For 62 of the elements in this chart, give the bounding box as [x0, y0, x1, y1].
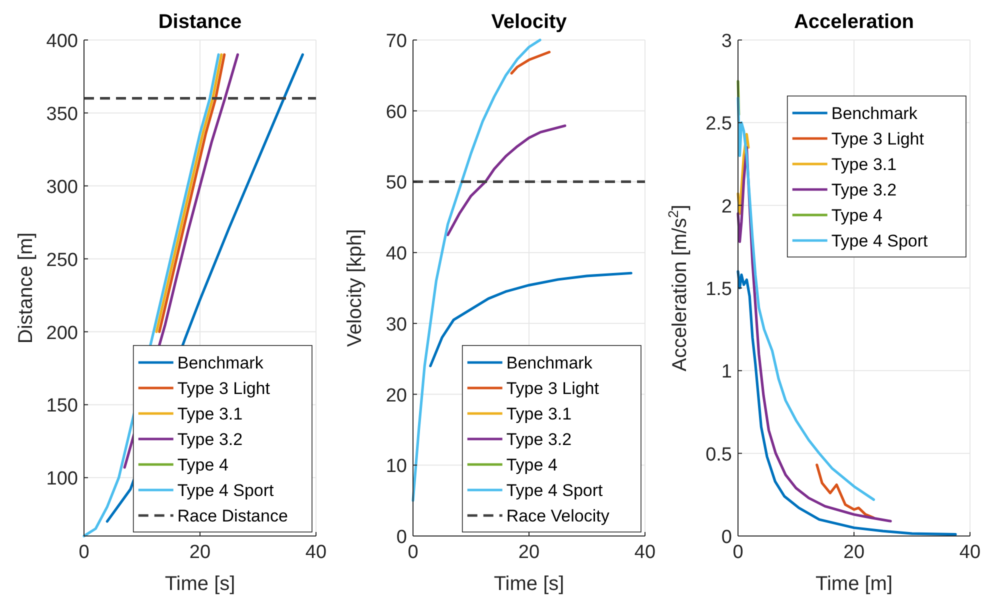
- x-tick-label: 20: [843, 542, 865, 563]
- x-tick-label: 40: [305, 542, 327, 563]
- line-series: [736, 132, 750, 215]
- legend-label: Type 4: [177, 456, 228, 474]
- legend-label: Type 4 Sport: [506, 481, 604, 500]
- legend-label: Type 4: [506, 456, 558, 474]
- legend-label: Type 4: [831, 206, 882, 225]
- y-tick-label: 10: [386, 456, 407, 478]
- x-tick-label: 20: [189, 542, 211, 563]
- y-tick-label: 0: [721, 527, 732, 548]
- y-tick-label: 150: [46, 396, 78, 417]
- chart-title: Acceleration: [794, 11, 914, 33]
- y-tick-label: 300: [46, 176, 78, 198]
- line-series: [429, 272, 632, 368]
- y-axis-title: Velocity [kph]: [344, 229, 366, 347]
- legend-label: Type 3.1: [177, 404, 243, 424]
- x-tick-label: 40: [634, 542, 656, 563]
- legend-label: Type 3.2: [506, 430, 572, 449]
- x-axis-title: Time [s]: [494, 573, 564, 595]
- y-tick-label: 60: [386, 102, 407, 123]
- legend-label: Type 4 Sport: [177, 481, 274, 500]
- y-tick-label: 0.5: [706, 444, 732, 466]
- y-tick-label: 1: [721, 362, 732, 383]
- y-tick-label: 40: [386, 244, 407, 265]
- y-tick-label: 400: [46, 31, 78, 52]
- y-tick-label: 100: [46, 468, 78, 490]
- y-axis-title: Distance [m]: [15, 232, 37, 344]
- line-series: [816, 464, 876, 520]
- legend-label: Type 3 Light: [177, 379, 270, 398]
- x-axis-title: Time [s]: [164, 573, 236, 595]
- legend-label: Type 3.1: [831, 155, 897, 174]
- legend-label: Benchmark: [831, 104, 918, 123]
- line-series: [510, 50, 551, 75]
- y-tick-label: 250: [46, 250, 78, 271]
- y-tick-label: 200: [46, 322, 78, 344]
- y-tick-label: 350: [46, 104, 78, 125]
- legend-label: Type 3.2: [831, 180, 897, 200]
- chart-title: Distance: [158, 11, 242, 33]
- x-tick-label: 20: [518, 542, 540, 563]
- y-tick-label: 2: [721, 196, 732, 218]
- legend-label: Benchmark: [506, 354, 593, 372]
- chart-title: Velocity: [491, 11, 568, 33]
- line-series: [446, 124, 566, 236]
- y-tick-label: 20: [386, 385, 407, 406]
- legend-label: Type 3.2: [177, 430, 243, 449]
- legend-label: Type 4 Sport: [831, 232, 928, 250]
- y-tick-label: 2.5: [706, 114, 732, 135]
- line-series: [736, 270, 957, 536]
- y-tick-label: 1.5: [706, 279, 732, 300]
- x-axis-title: Time [m]: [815, 573, 893, 595]
- legend-label: Type 3 Light: [506, 379, 600, 398]
- legend-label: Benchmark: [177, 354, 264, 372]
- x-tick-label: 40: [959, 542, 981, 563]
- y-tick-label: 30: [386, 314, 407, 336]
- legend-label: Race Velocity: [506, 506, 610, 526]
- legend-label: Type 3 Light: [831, 130, 924, 148]
- y-tick-label: 50: [386, 172, 407, 194]
- y-tick-label: 3: [721, 31, 732, 52]
- y-tick-label: 70: [386, 31, 407, 52]
- y-tick-label: 0: [396, 527, 407, 548]
- legend-label: Type 3.1: [506, 404, 572, 424]
- legend-label: Race Distance: [177, 506, 288, 526]
